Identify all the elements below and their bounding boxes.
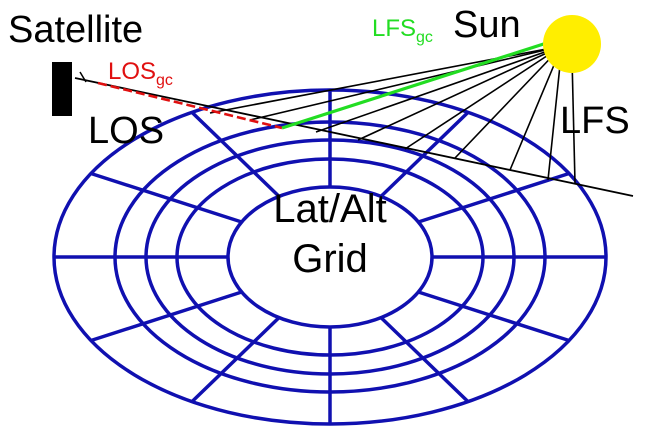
lfs-ray [404, 45, 563, 150]
grid-spokes [54, 90, 606, 424]
los-line [74, 77, 634, 197]
lfs-ray [315, 45, 563, 133]
lfs-rays [209, 45, 576, 184]
grid-spoke [190, 111, 281, 198]
sun-label: Sun [453, 4, 521, 46]
grid-title-line2: Grid [292, 237, 368, 281]
los-gc-sub: gc [156, 72, 173, 89]
los-gc-segment [97, 81, 283, 130]
grid-title-line1: Lat/Alt [273, 187, 386, 231]
los-gc-label: LOSgc [108, 58, 173, 89]
sun-icon [543, 15, 601, 73]
lfs-gc-ray [281, 38, 557, 130]
grid-spoke [417, 171, 570, 224]
lfs-label: LFS [560, 100, 630, 142]
grid-spoke [379, 111, 470, 198]
los-label: LOS [88, 110, 164, 152]
grid-spoke [417, 290, 570, 343]
grid-spoke [90, 290, 243, 343]
grid-spoke [90, 171, 243, 224]
lfs-ray [454, 45, 563, 159]
grid-spoke [190, 316, 281, 403]
lfs-gc-label: LFSgc [372, 15, 433, 46]
grid-spoke [379, 316, 470, 403]
satellite-antenna [79, 71, 87, 83]
lfs-ray [249, 45, 563, 121]
lfs-ray [357, 45, 563, 141]
lfs-ray [509, 45, 563, 171]
satellite-body [52, 62, 72, 116]
los-gc-main: LOS [108, 58, 156, 85]
lfs-gc-sub: gc [416, 29, 433, 46]
satellite-label: Satellite [8, 9, 143, 51]
lat-alt-grid [52, 88, 608, 426]
lfs-gc-main: LFS [372, 15, 416, 42]
lfs-ray [571, 57, 576, 184]
